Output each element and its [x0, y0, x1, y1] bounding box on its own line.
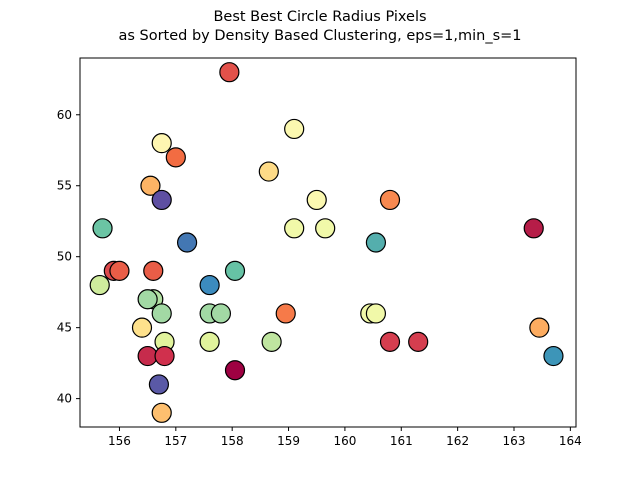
data-point	[408, 331, 429, 352]
data-point	[148, 374, 170, 395]
data-point	[261, 331, 282, 352]
data-points	[89, 62, 564, 423]
y-tick-label: 40	[57, 392, 72, 406]
data-point	[379, 189, 401, 211]
data-point	[365, 232, 387, 253]
data-point	[137, 345, 158, 367]
data-point	[306, 189, 327, 211]
data-point	[199, 274, 220, 296]
data-point	[523, 218, 544, 239]
data-point	[219, 62, 240, 83]
data-point	[224, 260, 246, 281]
x-tick-label: 158	[221, 434, 244, 448]
data-point	[529, 317, 550, 338]
data-point	[275, 303, 296, 324]
data-point	[89, 274, 110, 296]
data-point	[151, 402, 172, 423]
data-point	[176, 232, 198, 253]
data-point	[137, 289, 158, 310]
y-tick-label: 55	[57, 179, 72, 193]
data-point	[258, 161, 279, 182]
data-point	[365, 303, 387, 324]
data-point	[165, 147, 186, 168]
chart-subtitle: as Sorted by Density Based Clustering, e…	[118, 28, 521, 44]
data-point	[224, 360, 246, 381]
x-axis: 156 157 158 159 160 161 162 163 164	[108, 427, 582, 448]
chart-title: Best Best Circle Radius Pixels	[213, 9, 426, 25]
data-point	[151, 303, 172, 324]
x-tick-label: 156	[108, 434, 131, 448]
x-tick-label: 164	[559, 434, 582, 448]
data-point	[284, 118, 305, 140]
x-tick-label: 162	[446, 434, 469, 448]
data-point	[143, 260, 164, 281]
data-point	[92, 218, 113, 239]
x-tick-label: 163	[503, 434, 526, 448]
data-point	[315, 218, 336, 239]
data-point	[131, 317, 153, 338]
data-point	[151, 133, 172, 154]
data-point	[210, 303, 232, 324]
x-tick-label: 160	[333, 434, 356, 448]
data-point	[543, 345, 564, 367]
data-point	[199, 331, 220, 352]
y-tick-label: 50	[57, 250, 72, 264]
data-point	[109, 260, 130, 281]
y-tick-label: 45	[57, 321, 72, 335]
data-point	[379, 331, 401, 352]
plot-frame	[79, 57, 577, 428]
y-tick-label: 60	[57, 108, 72, 122]
x-tick-label: 157	[164, 434, 187, 448]
data-point	[154, 345, 175, 367]
data-point	[284, 218, 305, 239]
x-tick-label: 159	[277, 434, 300, 448]
x-tick-label: 161	[390, 434, 413, 448]
data-point	[151, 189, 172, 211]
y-axis: 40 45 50 55 60	[57, 108, 80, 406]
data-point	[140, 175, 161, 196]
